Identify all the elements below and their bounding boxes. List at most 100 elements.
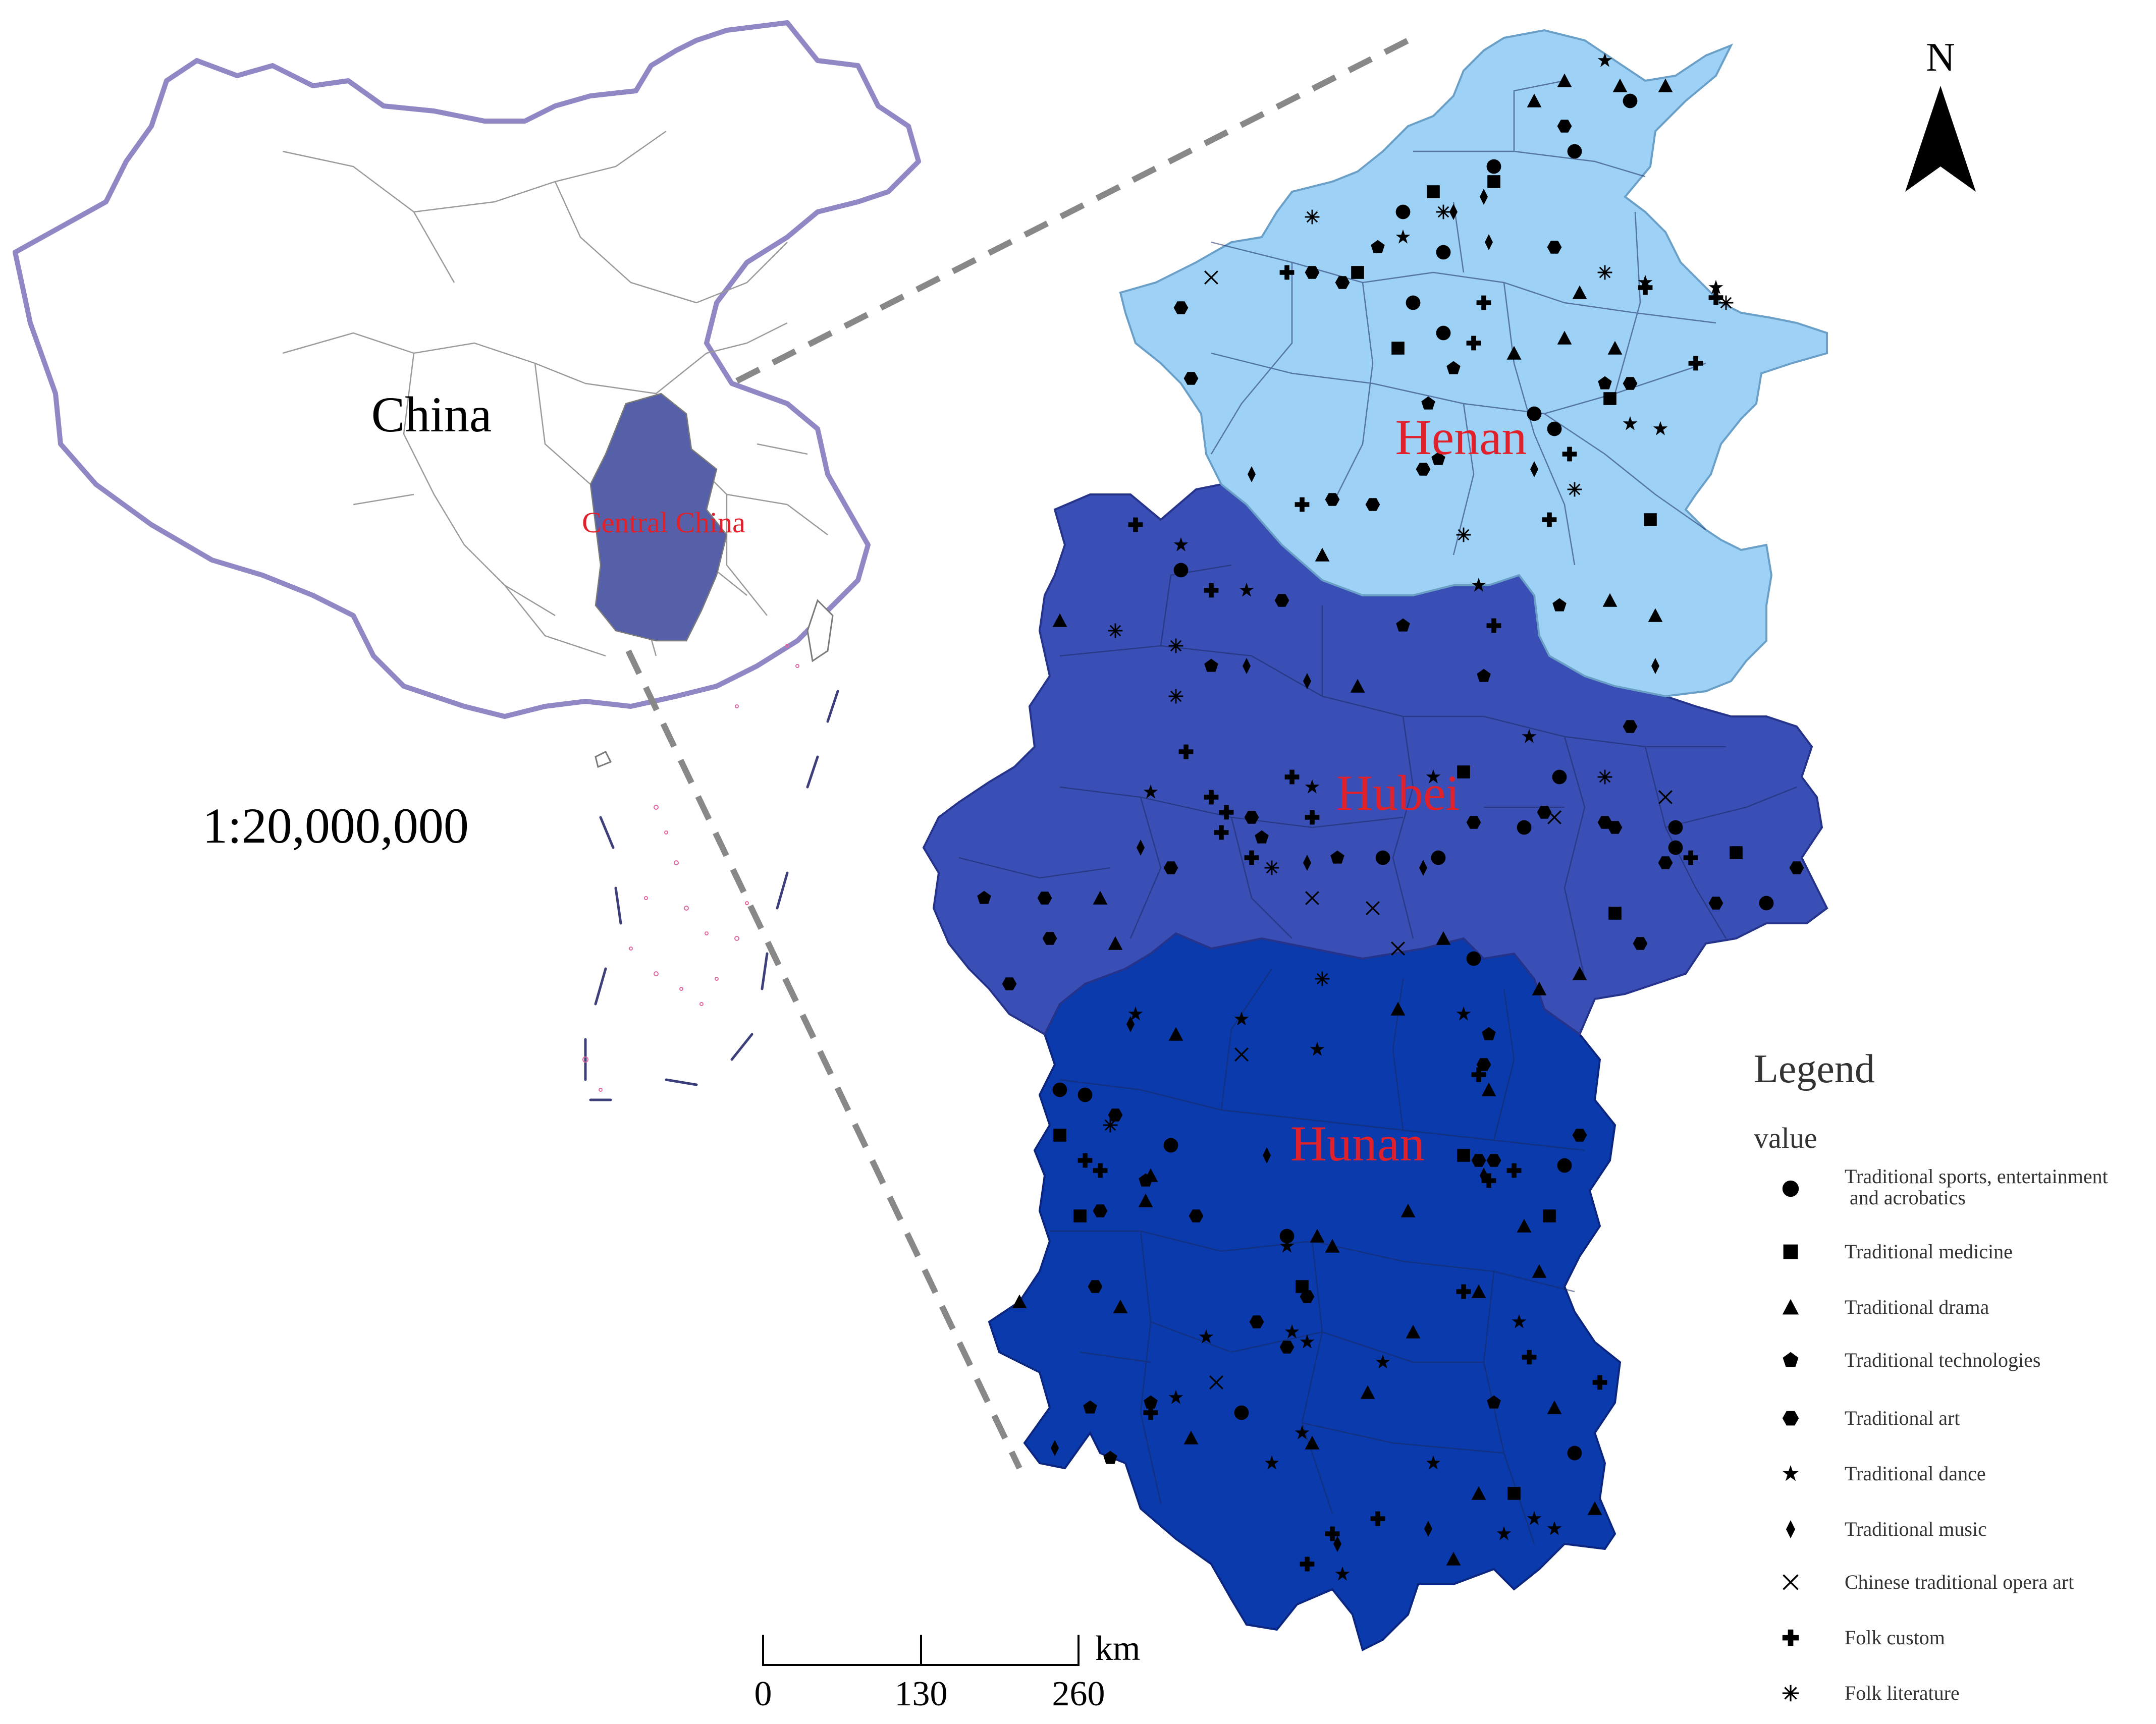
south-sea-island-dots	[582, 644, 799, 1092]
heritage-marker-square	[1427, 185, 1440, 198]
heritage-marker-circle	[1436, 325, 1451, 341]
heritage-marker-square	[1507, 1487, 1521, 1500]
heritage-marker-asterisk	[1435, 204, 1451, 220]
heritage-marker-asterisk	[1456, 527, 1472, 543]
legend-item-label: Traditional drama	[1845, 1296, 1989, 1318]
heritage-marker-asterisk	[1304, 209, 1320, 225]
heritage-marker-square	[1644, 513, 1657, 526]
zoom-connector-lower	[625, 649, 1022, 1470]
diamond-icon	[1786, 1520, 1795, 1538]
legend: Legend value Traditional sports, enterta…	[1754, 1047, 2108, 1704]
heritage-marker-circle	[1527, 406, 1542, 421]
central-china-map	[922, 29, 1828, 1651]
nine-dash-line	[584, 690, 839, 1101]
heritage-marker-circle	[1759, 896, 1774, 911]
province-label-hunan: Hunan	[1290, 1116, 1425, 1172]
china-outline	[13, 20, 921, 719]
legend-title: Legend	[1754, 1047, 1875, 1091]
heritage-marker-circle	[1466, 951, 1481, 966]
scale-tick-0: 0	[754, 1675, 772, 1713]
legend-item-asterisk: Folk literature	[1782, 1682, 1960, 1704]
scale-bar: 0 130 260 km	[754, 1629, 1141, 1713]
legend-field-name: value	[1754, 1122, 1817, 1154]
heritage-marker-circle	[1567, 1445, 1582, 1461]
heritage-marker-square	[1073, 1209, 1087, 1222]
pentagon-icon	[1783, 1352, 1799, 1367]
heritage-marker-square	[1730, 846, 1743, 859]
heritage-marker-circle	[1668, 840, 1683, 855]
china-label: China	[371, 386, 492, 442]
asterisk-icon	[1782, 1684, 1800, 1702]
legend-item-label: Folk literature	[1845, 1682, 1960, 1704]
heritage-marker-circle	[1567, 144, 1582, 159]
legend-item-pentagon: Traditional technologies	[1783, 1349, 2040, 1371]
heritage-marker-circle	[1431, 850, 1446, 865]
plus-icon	[1782, 1629, 1799, 1646]
province-label-henan: Henan	[1395, 409, 1527, 465]
heritage-marker-asterisk	[1567, 481, 1583, 497]
heritage-marker-circle	[1395, 204, 1411, 219]
province-henan	[1119, 29, 1828, 698]
heritage-marker-asterisk	[1264, 860, 1280, 876]
legend-item-plus: Folk custom	[1782, 1626, 1945, 1649]
heritage-marker-asterisk	[1168, 688, 1184, 704]
heritage-marker-circle	[1234, 1405, 1249, 1420]
legend-item-label: Folk custom	[1845, 1626, 1945, 1649]
heritage-marker-circle	[1375, 850, 1390, 865]
heritage-marker-asterisk	[1107, 623, 1123, 639]
legend-item-diamond: Traditional music	[1786, 1518, 1987, 1540]
legend-item-label: Traditional technologies	[1845, 1349, 2040, 1371]
heritage-marker-asterisk	[1597, 769, 1613, 785]
heritage-marker-square	[1543, 1209, 1556, 1222]
legend-item-x: Chinese traditional opera art	[1782, 1571, 2074, 1593]
scale-tick-260: 260	[1052, 1675, 1105, 1713]
heritage-marker-square	[1391, 342, 1405, 355]
heritage-marker-circle	[1052, 1082, 1067, 1097]
south-china-sea-islands	[595, 599, 834, 768]
heritage-marker-square	[1603, 392, 1616, 405]
legend-item-label: Traditional dance	[1845, 1462, 1986, 1485]
legend-item-label: Traditional sports, entertainment	[1845, 1165, 2108, 1188]
north-arrow-label: N	[1926, 35, 1955, 80]
heritage-marker-circle	[1163, 1138, 1178, 1153]
scale-bar-line	[762, 1635, 1080, 1666]
heritage-marker-circle	[1547, 421, 1562, 436]
heritage-marker-circle	[1668, 820, 1683, 835]
heritage-marker-circle	[1517, 820, 1532, 835]
legend-item-label-line2: and acrobatics	[1850, 1186, 1966, 1209]
square-icon	[1783, 1244, 1798, 1259]
legend-item-label: Traditional medicine	[1845, 1240, 2013, 1263]
heritage-marker-square	[1351, 266, 1364, 279]
zoom-connector-upper	[735, 35, 1415, 384]
north-arrow-icon	[1905, 86, 1976, 192]
legend-item-star: Traditional dance	[1782, 1462, 1986, 1485]
heritage-marker-circle	[1623, 93, 1638, 108]
legend-item-label: Traditional art	[1845, 1407, 1960, 1429]
legend-item-square: Traditional medicine	[1783, 1240, 2013, 1263]
heritage-marker-asterisk	[1597, 264, 1613, 281]
heritage-marker-asterisk	[1718, 295, 1734, 311]
hexagon-icon	[1782, 1411, 1799, 1426]
heritage-marker-circle	[1406, 295, 1421, 310]
heritage-marker-square	[1487, 175, 1500, 188]
legend-item-triangle: Traditional drama	[1782, 1296, 1989, 1318]
province-label-hubei: Hubei	[1336, 765, 1460, 821]
heritage-marker-asterisk	[1314, 971, 1330, 987]
heritage-marker-asterisk	[1102, 1117, 1118, 1133]
scale-unit: km	[1095, 1629, 1140, 1668]
heritage-marker-square	[1457, 1149, 1470, 1162]
central-china-highlight	[589, 393, 728, 642]
star-icon	[1782, 1465, 1799, 1481]
heritage-marker-asterisk	[1168, 638, 1184, 654]
heritage-marker-circle	[1486, 159, 1501, 174]
x-icon	[1782, 1574, 1799, 1591]
heritage-marker-circle	[1436, 245, 1451, 260]
legend-item-label: Traditional music	[1845, 1518, 1987, 1540]
china-inset-map	[13, 20, 921, 1101]
circle-icon	[1782, 1180, 1799, 1197]
heritage-marker-circle	[1077, 1087, 1093, 1102]
heritage-marker-circle	[1552, 769, 1567, 785]
heritage-marker-square	[1053, 1129, 1066, 1142]
